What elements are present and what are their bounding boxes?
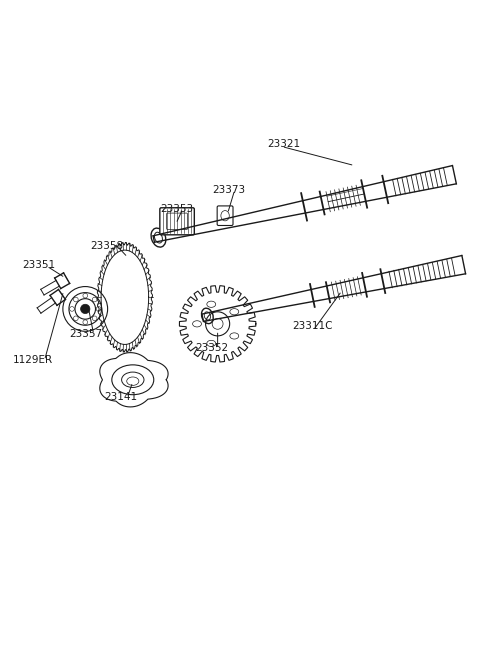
Text: 23311C: 23311C <box>292 321 333 331</box>
FancyBboxPatch shape <box>217 206 233 225</box>
Ellipse shape <box>202 308 213 324</box>
Text: 23141: 23141 <box>105 392 138 403</box>
Ellipse shape <box>151 228 166 247</box>
Text: 23353: 23353 <box>160 204 193 214</box>
Text: 1129ER: 1129ER <box>12 355 53 365</box>
FancyBboxPatch shape <box>160 208 194 235</box>
Text: 23321: 23321 <box>268 139 301 149</box>
Text: 23373: 23373 <box>212 185 245 194</box>
Text: 23357: 23357 <box>70 329 103 339</box>
Circle shape <box>81 304 90 313</box>
Text: 23358: 23358 <box>91 240 124 250</box>
Text: 23352: 23352 <box>195 343 228 353</box>
Text: 23351: 23351 <box>22 260 55 269</box>
